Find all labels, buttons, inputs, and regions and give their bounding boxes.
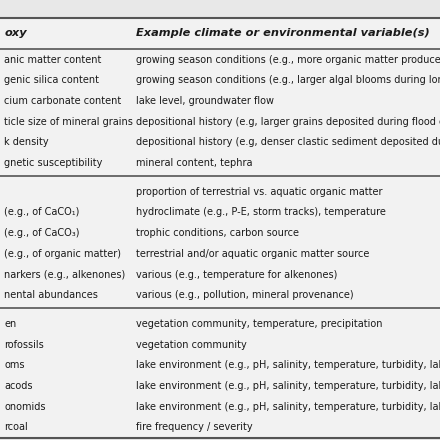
Text: growing season conditions (e.g., more organic matter produced d: growing season conditions (e.g., more or…	[136, 55, 440, 65]
Text: mineral content, tephra: mineral content, tephra	[136, 158, 253, 168]
Text: (e.g., of organic matter): (e.g., of organic matter)	[4, 249, 121, 259]
Text: terrestrial and/or aquatic organic matter source: terrestrial and/or aquatic organic matte…	[136, 249, 370, 259]
Text: lake environment (e.g., pH, salinity, temperature, turbidity, lake lev: lake environment (e.g., pH, salinity, te…	[136, 360, 440, 370]
Text: trophic conditions, carbon source: trophic conditions, carbon source	[136, 228, 299, 238]
Text: vegetation community: vegetation community	[136, 340, 247, 350]
Text: ticle size of mineral grains: ticle size of mineral grains	[4, 117, 133, 127]
Text: en: en	[4, 319, 17, 329]
Text: Example climate or environmental variable(s): Example climate or environmental variabl…	[136, 29, 430, 38]
Text: nental abundances: nental abundances	[4, 290, 98, 301]
Text: proportion of terrestrial vs. aquatic organic matter: proportion of terrestrial vs. aquatic or…	[136, 187, 383, 197]
Text: lake level, groundwater flow: lake level, groundwater flow	[136, 96, 275, 106]
Text: narkers (e.g., alkenones): narkers (e.g., alkenones)	[4, 270, 126, 279]
Text: various (e.g., temperature for alkenones): various (e.g., temperature for alkenones…	[136, 270, 338, 279]
Text: rofossils: rofossils	[4, 340, 44, 350]
Text: onomids: onomids	[4, 402, 46, 412]
Text: various (e.g., pollution, mineral provenance): various (e.g., pollution, mineral proven…	[136, 290, 354, 301]
Text: anic matter content: anic matter content	[4, 55, 102, 65]
Text: lake environment (e.g., pH, salinity, temperature, turbidity, lake lev: lake environment (e.g., pH, salinity, te…	[136, 381, 440, 391]
Text: fire frequency / severity: fire frequency / severity	[136, 422, 253, 433]
Text: genic silica content: genic silica content	[4, 75, 99, 85]
Text: depositional history (e.g, denser clastic sediment deposited durin: depositional history (e.g, denser clasti…	[136, 137, 440, 147]
Text: (e.g., of CaCO₃): (e.g., of CaCO₃)	[4, 228, 80, 238]
Text: rcoal: rcoal	[4, 422, 28, 433]
Text: lake environment (e.g., pH, salinity, temperature, turbidity, lake lev: lake environment (e.g., pH, salinity, te…	[136, 402, 440, 412]
Text: k density: k density	[4, 137, 49, 147]
Text: hydroclimate (e.g., P-E, storm tracks), temperature: hydroclimate (e.g., P-E, storm tracks), …	[136, 208, 386, 217]
Text: oxy: oxy	[4, 29, 27, 38]
Text: depositional history (e.g, larger grains deposited during flood eve: depositional history (e.g, larger grains…	[136, 117, 440, 127]
Text: vegetation community, temperature, precipitation: vegetation community, temperature, preci…	[136, 319, 383, 329]
Text: growing season conditions (e.g., larger algal blooms during longe: growing season conditions (e.g., larger …	[136, 75, 440, 85]
Text: acods: acods	[4, 381, 33, 391]
Text: oms: oms	[4, 360, 25, 370]
Text: gnetic susceptibility: gnetic susceptibility	[4, 158, 103, 168]
Text: cium carbonate content: cium carbonate content	[4, 96, 121, 106]
Text: (e.g., of CaCO₁): (e.g., of CaCO₁)	[4, 208, 80, 217]
